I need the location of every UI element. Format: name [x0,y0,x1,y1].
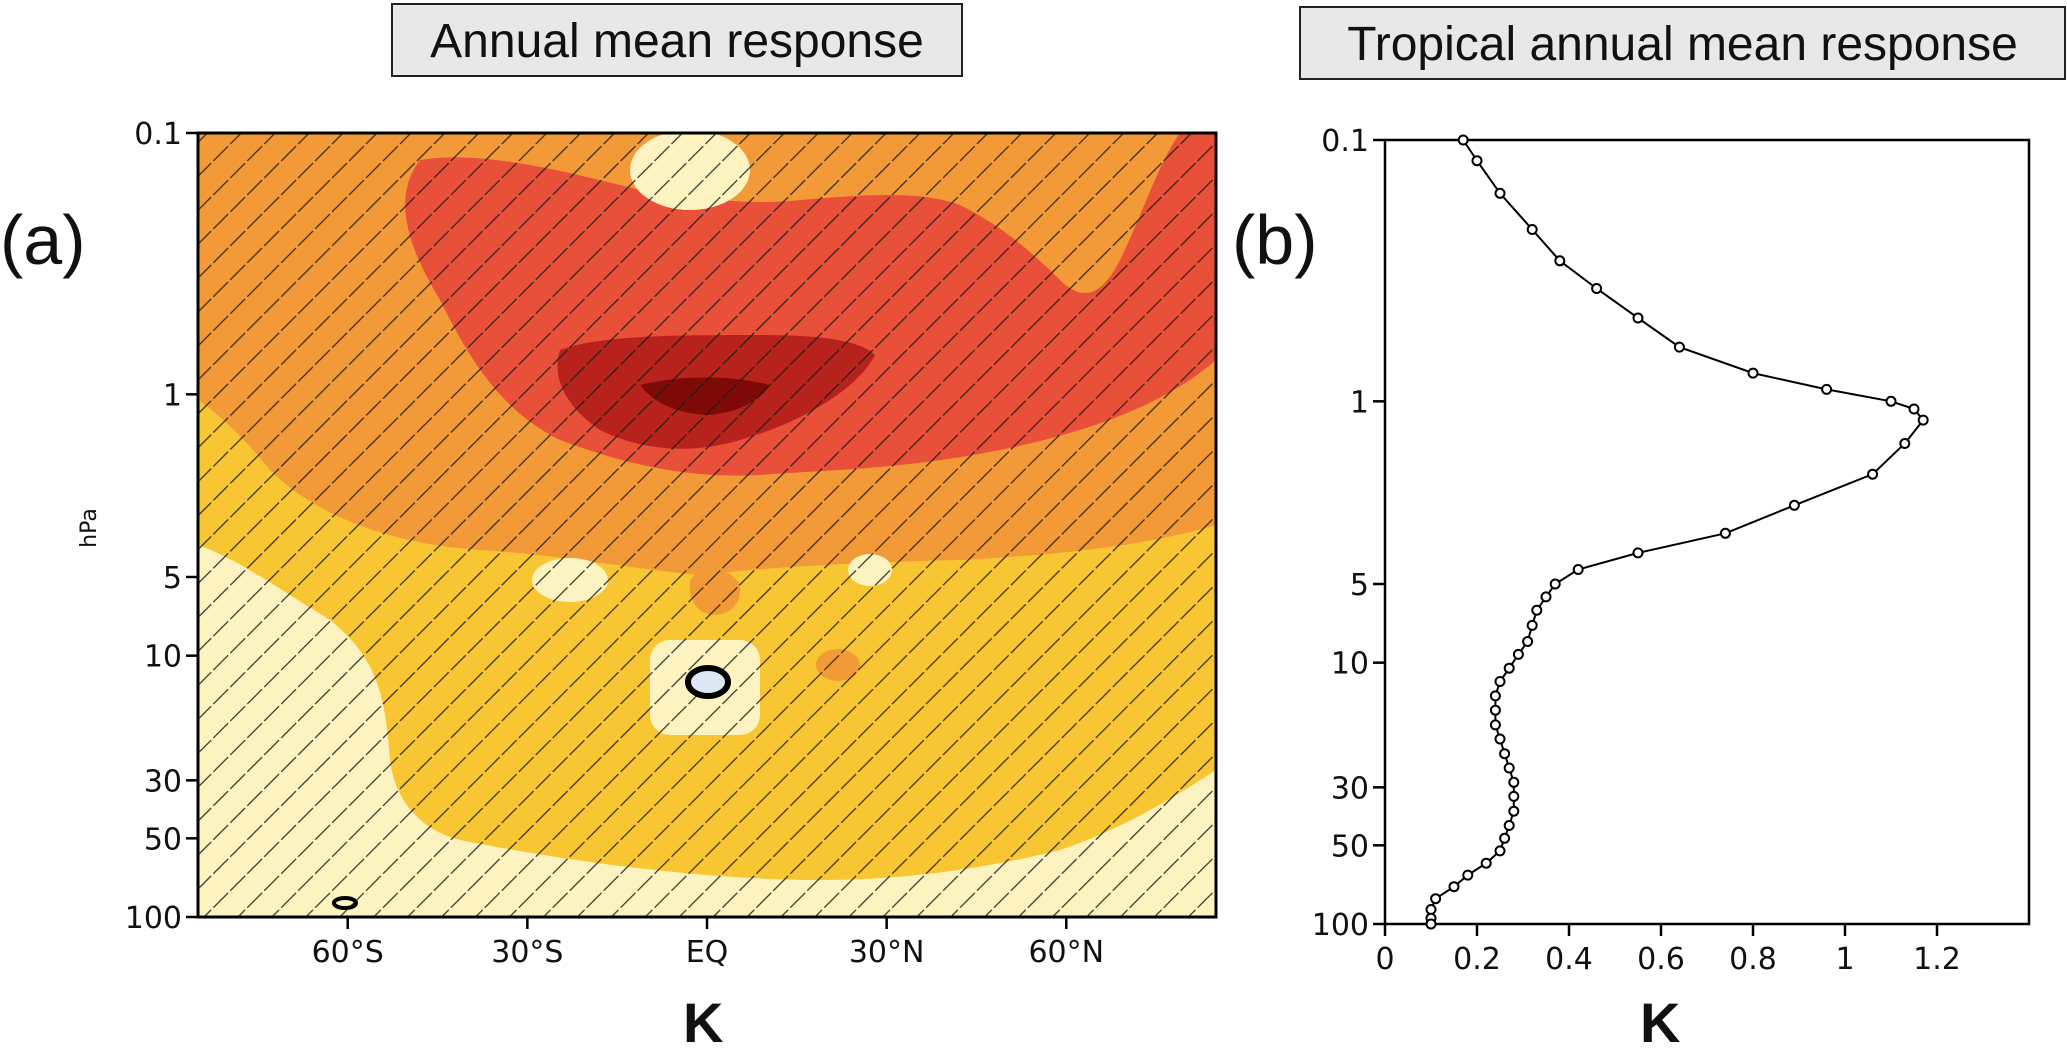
data-point [1499,748,1511,760]
ytick-label: 5 [163,561,182,596]
panel-b-xlabel: K [1640,991,1681,1054]
data-point [1522,636,1534,647]
data-point [1503,762,1515,774]
ytick-label: 1 [163,378,182,413]
data-point [1540,591,1552,603]
ytick-label: 0.1 [134,117,182,152]
series-line [1430,139,1925,924]
xtick-label: 30°S [491,935,563,970]
xtick-label: 0.6 [1637,942,1685,977]
data-point [1457,134,1469,146]
data-point [1489,719,1501,731]
data-point [1917,414,1929,426]
data-point [1425,918,1437,930]
ytick-label: 100 [125,901,182,936]
data-point [1632,312,1644,324]
data-point [1489,690,1501,702]
data-point [1673,341,1685,353]
xtick-label: 1.2 [1913,942,1961,977]
ytick-label: 10 [1331,647,1369,682]
ytick-label: 50 [144,822,182,857]
data-point [1719,527,1731,539]
xtick-label: EQ [686,935,729,970]
ytick-label: 100 [1312,908,1369,943]
xtick-label: 0.4 [1545,942,1593,977]
xtick-label: 30°N [849,935,925,970]
data-point [1494,187,1506,199]
panel-a-xlabel: K [683,991,724,1054]
data-point [1885,395,1897,407]
data-point [1531,604,1543,616]
data-point [1494,845,1506,857]
data-point [1821,383,1833,395]
xtick-label: 60°N [1028,935,1104,970]
data-point [1494,733,1506,745]
ytick-label: 0.1 [1321,124,1369,159]
data-point [1526,619,1538,631]
panel-b-title: Tropical annual mean response [1299,6,2066,80]
xtick-label: 60°S [312,935,384,970]
panel-b-frame [1383,138,2031,926]
xtick-label: 0.2 [1453,942,1501,977]
panel-b-series [1425,134,1929,930]
ytick-label: 30 [144,764,182,799]
data-point [1425,904,1437,915]
data-point [1591,283,1603,294]
data-point [1899,438,1911,449]
data-point [1549,578,1561,590]
data-point [1632,547,1644,559]
data-point [1503,820,1515,831]
data-point [1508,776,1520,788]
ytick-label: 5 [1350,568,1369,603]
data-point [1462,869,1474,881]
panel-a-label: (a) [0,201,86,279]
data-point [1448,881,1460,893]
ytick-label: 10 [144,640,182,675]
data-point [1747,367,1759,379]
data-point [1503,662,1515,674]
data-point [1554,255,1566,267]
panel-a-heatmap [198,133,1216,917]
data-point [1867,468,1879,480]
data-point [1471,155,1483,167]
significance-hatching [198,133,1216,917]
data-point [1430,893,1442,905]
contour-marker-eq [685,665,731,699]
data-point [1512,648,1524,660]
data-point [1508,790,1520,802]
data-point [1526,224,1538,235]
data-point [1480,857,1492,869]
data-point [1494,676,1506,687]
ytick-label: 50 [1331,829,1369,864]
data-point [1489,704,1501,716]
ytick-label: 1 [1350,385,1369,420]
xtick-label: 0 [1375,942,1394,977]
ytick-label: 30 [1331,771,1369,806]
data-point [1908,403,1920,415]
panel-a-axes: 0.1 1 5 10 30 50 100 60°S 30°S EQ 30°N 60°N [125,117,1104,970]
contour-marker-60s [332,896,358,910]
data-point [1788,499,1800,511]
data-point [1572,564,1584,575]
xtick-label: 1 [1835,942,1854,977]
panel-a-ylabel: hPa [77,508,102,548]
xtick-label: 0.8 [1729,942,1777,977]
data-point [1508,805,1520,817]
panel-a-title: Annual mean response [391,3,963,77]
data-point [1499,832,1511,844]
panel-b-label: (b) [1232,201,1318,279]
